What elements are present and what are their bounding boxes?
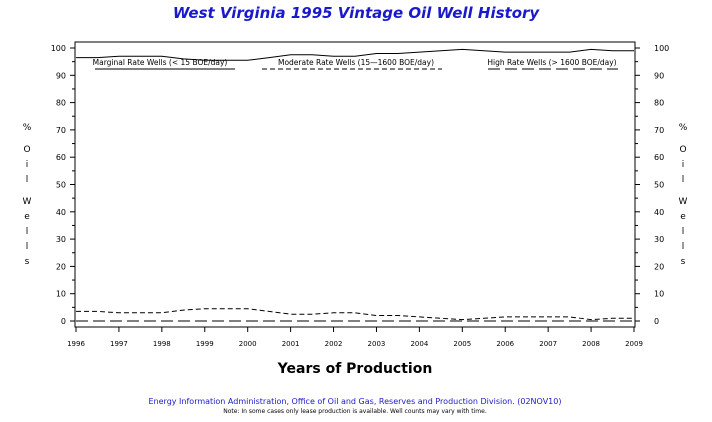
x-tick-label-0: 1996 — [67, 340, 85, 348]
x-tick-label-2: 1998 — [153, 340, 171, 348]
y-axis-label-right-char: W — [679, 197, 688, 207]
legend: Marginal Rate Wells (< 15 BOE/day) Modera… — [93, 58, 618, 70]
x-axis-title: Years of Production — [277, 361, 433, 377]
y-axis-label-right-char: l — [682, 227, 685, 237]
y-axis-label-left-char: e — [24, 212, 30, 222]
y-axis-label-left-char: l — [26, 227, 29, 237]
y-tick-label-left-10: 100 — [51, 44, 66, 53]
x-tick-label-4: 2000 — [239, 340, 257, 348]
y-tick-label-left-4: 40 — [56, 208, 66, 217]
y-axis-label-left-char: s — [25, 257, 30, 267]
y-axis-label-left-char: O — [23, 145, 30, 155]
y-axis-right: 0 10 20 30 40 50 60 70 80 90 100 — [635, 44, 669, 326]
x-tick-label-7: 2003 — [368, 340, 386, 348]
x-tick-label-11: 2007 — [539, 340, 557, 348]
y-axis-label-right-char: O — [679, 145, 686, 155]
y-tick-label-left-0: 0 — [61, 317, 66, 326]
y-axis-label-right-char: l — [682, 175, 685, 185]
y-tick-label-right-5: 50 — [654, 181, 664, 190]
y-axis-label-right-char: l — [682, 242, 685, 252]
y-axis-label-left-char: l — [26, 242, 29, 252]
plot-frame — [74, 41, 636, 328]
y-tick-label-right-7: 70 — [654, 126, 664, 135]
y-tick-label-right-2: 20 — [654, 262, 664, 271]
y-axis-label-right-char: i — [682, 160, 685, 170]
x-tick-label-3: 1999 — [196, 340, 214, 348]
y-tick-label-left-3: 30 — [56, 235, 66, 244]
y-tick-label-right-10: 100 — [654, 44, 669, 53]
y-axis-label-right-char: s — [681, 257, 686, 267]
y-tick-label-right-1: 10 — [654, 290, 664, 299]
y-tick-label-left-7: 70 — [56, 126, 66, 135]
y-tick-label-right-6: 60 — [654, 153, 664, 162]
y-tick-label-left-6: 60 — [56, 153, 66, 162]
y-axis-label-left-char: l — [26, 175, 29, 185]
series-layer — [76, 48, 634, 322]
x-tick-label-10: 2006 — [496, 340, 514, 348]
x-tick-label-5: 2001 — [282, 340, 300, 348]
y-axis-left: 0 10 20 30 40 50 60 70 80 90 100 — [51, 44, 75, 326]
x-axis: 1996 1997 1998 1999 2000 2001 2002 2003 2004 2005… — [67, 327, 643, 348]
y-axis-label-right-char: % — [679, 123, 688, 133]
footer-source: Energy Information Administration, Offic… — [149, 397, 562, 406]
chart-title: West Virginia 1995 Vintage Oil Well Hist… — [173, 4, 541, 22]
series-line-0 — [76, 48, 634, 61]
series-line-1 — [76, 308, 634, 321]
x-tick-label-12: 2008 — [582, 340, 600, 348]
y-tick-label-left-1: 10 — [56, 290, 66, 299]
y-axis-label-left-char: % — [23, 123, 32, 133]
footer-note: Note: In some cases only lease productio… — [223, 408, 487, 415]
y-tick-label-left-8: 80 — [56, 99, 66, 108]
x-tick-label-1: 1997 — [110, 340, 128, 348]
legend-label-0: Marginal Rate Wells (< 15 BOE/day) — [93, 58, 228, 67]
x-tick-label-13: 2009 — [625, 340, 643, 348]
y-axis-label-left-char: W — [23, 197, 32, 207]
y-tick-label-left-5: 50 — [56, 181, 66, 190]
legend-label-2: High Rate Wells (> 1600 BOE/day) — [487, 58, 616, 67]
y-tick-label-left-2: 20 — [56, 262, 66, 271]
x-tick-label-6: 2002 — [325, 340, 343, 348]
y-tick-label-right-8: 80 — [654, 99, 664, 108]
x-tick-label-9: 2005 — [453, 340, 471, 348]
y-axis-label-left-char: i — [26, 160, 29, 170]
legend-label-1: Moderate Rate Wells (15—1600 BOE/day) — [278, 58, 434, 67]
y-tick-label-left-9: 90 — [56, 71, 66, 80]
y-tick-label-right-3: 30 — [654, 235, 664, 244]
y-tick-label-right-4: 40 — [654, 208, 664, 217]
y-axis-label-right-char: e — [680, 212, 686, 222]
y-tick-label-right-9: 90 — [654, 71, 664, 80]
x-tick-label-8: 2004 — [410, 340, 428, 348]
y-tick-label-right-0: 0 — [654, 317, 659, 326]
